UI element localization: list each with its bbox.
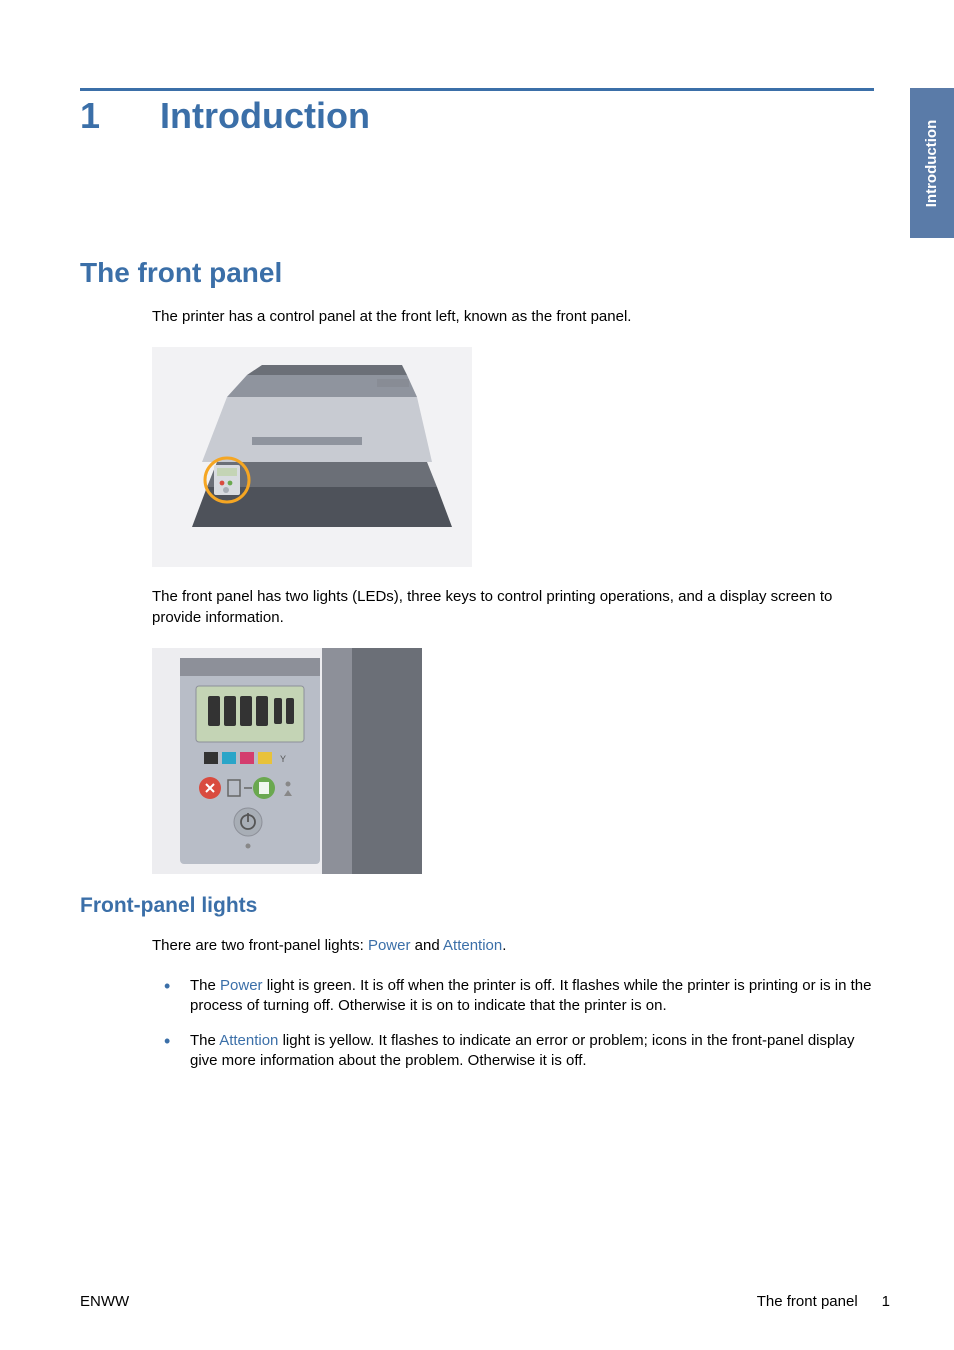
bullet-pre: The [190,977,220,994]
svg-text:Y: Y [280,754,286,764]
term-attention: Attention [443,937,502,954]
chapter-heading: 1 Introduction [80,95,874,137]
intro-paragraph: The printer has a control panel at the f… [152,307,874,327]
bullet-post: light is green. It is off when the print… [190,977,871,1014]
bullet-term: Power [220,977,263,994]
chapter-number: 1 [80,95,150,137]
chapter-title: Introduction [160,95,370,136]
bullet-term: Attention [219,1032,278,1049]
lights-intro-paragraph: There are two front-panel lights: Power … [152,936,874,956]
lights-intro-mid: and [410,937,443,954]
bullet-pre: The [190,1032,219,1049]
section-heading: The front panel [80,257,874,289]
front-panel-illustration-svg: Y [152,648,422,874]
printer-figure [152,347,472,567]
page-content: 1 Introduction The front panel The print… [0,0,954,1131]
footer-left: ENWW [80,1293,129,1310]
footer-page-number: 1 [882,1293,890,1310]
lights-intro-pre: There are two front-panel lights: [152,937,368,954]
subsection-heading: Front-panel lights [80,894,874,918]
list-item: The Attention light is yellow. It flashe… [152,1031,874,1072]
footer-section-label: The front panel [757,1293,858,1310]
list-item: The Power light is green. It is off when… [152,976,874,1017]
panel-description-paragraph: The front panel has two lights (LEDs), t… [152,587,874,628]
chapter-rule [80,88,874,91]
bullet-post: light is yellow. It flashes to indicate … [190,1032,855,1069]
term-power: Power [368,937,411,954]
page-footer: ENWW The front panel 1 [80,1293,890,1310]
printer-illustration-svg [152,347,472,567]
lights-intro-post: . [502,937,506,954]
front-panel-figure: Y [152,648,422,874]
lights-bullet-list: The Power light is green. It is off when… [152,976,874,1071]
